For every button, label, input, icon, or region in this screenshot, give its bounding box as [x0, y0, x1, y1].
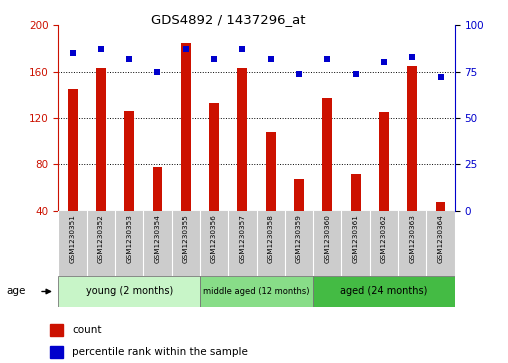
Point: [267, 56, 275, 62]
Text: GDS4892 / 1437296_at: GDS4892 / 1437296_at: [151, 13, 306, 26]
Text: percentile rank within the sample: percentile rank within the sample: [72, 347, 248, 358]
Bar: [266, 132, 276, 211]
Bar: [200, 276, 313, 307]
Bar: [181, 43, 190, 211]
Point: [352, 71, 360, 77]
Point: [69, 50, 77, 56]
Bar: [313, 276, 455, 307]
Text: count: count: [72, 325, 102, 335]
Bar: [68, 89, 78, 211]
Point: [153, 69, 162, 75]
Text: young (2 months): young (2 months): [85, 286, 173, 296]
Text: GSM1230354: GSM1230354: [154, 214, 161, 263]
Point: [238, 46, 246, 52]
Text: GSM1230352: GSM1230352: [98, 214, 104, 263]
Point: [323, 56, 331, 62]
Text: GSM1230362: GSM1230362: [381, 214, 387, 263]
Text: aged (24 months): aged (24 months): [340, 286, 428, 296]
Bar: [50, 324, 63, 336]
Bar: [50, 346, 63, 358]
Bar: [435, 203, 446, 211]
Point: [436, 74, 444, 80]
Point: [125, 56, 133, 62]
Text: GSM1230353: GSM1230353: [126, 214, 132, 263]
Text: GSM1230355: GSM1230355: [183, 214, 189, 263]
Bar: [96, 68, 106, 211]
Point: [380, 60, 388, 65]
Bar: [294, 179, 304, 211]
Text: age: age: [7, 286, 26, 296]
Point: [97, 46, 105, 52]
Bar: [58, 276, 200, 307]
Bar: [152, 167, 163, 211]
Text: middle aged (12 months): middle aged (12 months): [203, 287, 310, 296]
Text: GSM1230356: GSM1230356: [211, 214, 217, 263]
Point: [210, 56, 218, 62]
Bar: [351, 174, 361, 211]
Text: GSM1230364: GSM1230364: [437, 214, 443, 263]
Bar: [407, 66, 417, 211]
Bar: [379, 112, 389, 211]
Point: [295, 71, 303, 77]
Point: [408, 54, 416, 60]
Bar: [323, 98, 332, 211]
Text: GSM1230359: GSM1230359: [296, 214, 302, 263]
Point: [182, 46, 190, 52]
Text: GSM1230357: GSM1230357: [239, 214, 245, 263]
Bar: [237, 68, 247, 211]
Text: GSM1230351: GSM1230351: [70, 214, 76, 263]
Text: GSM1230363: GSM1230363: [409, 214, 415, 263]
Text: GSM1230360: GSM1230360: [324, 214, 330, 263]
Bar: [209, 103, 219, 211]
Text: GSM1230358: GSM1230358: [268, 214, 274, 263]
Text: GSM1230361: GSM1230361: [353, 214, 359, 263]
Bar: [124, 111, 134, 211]
